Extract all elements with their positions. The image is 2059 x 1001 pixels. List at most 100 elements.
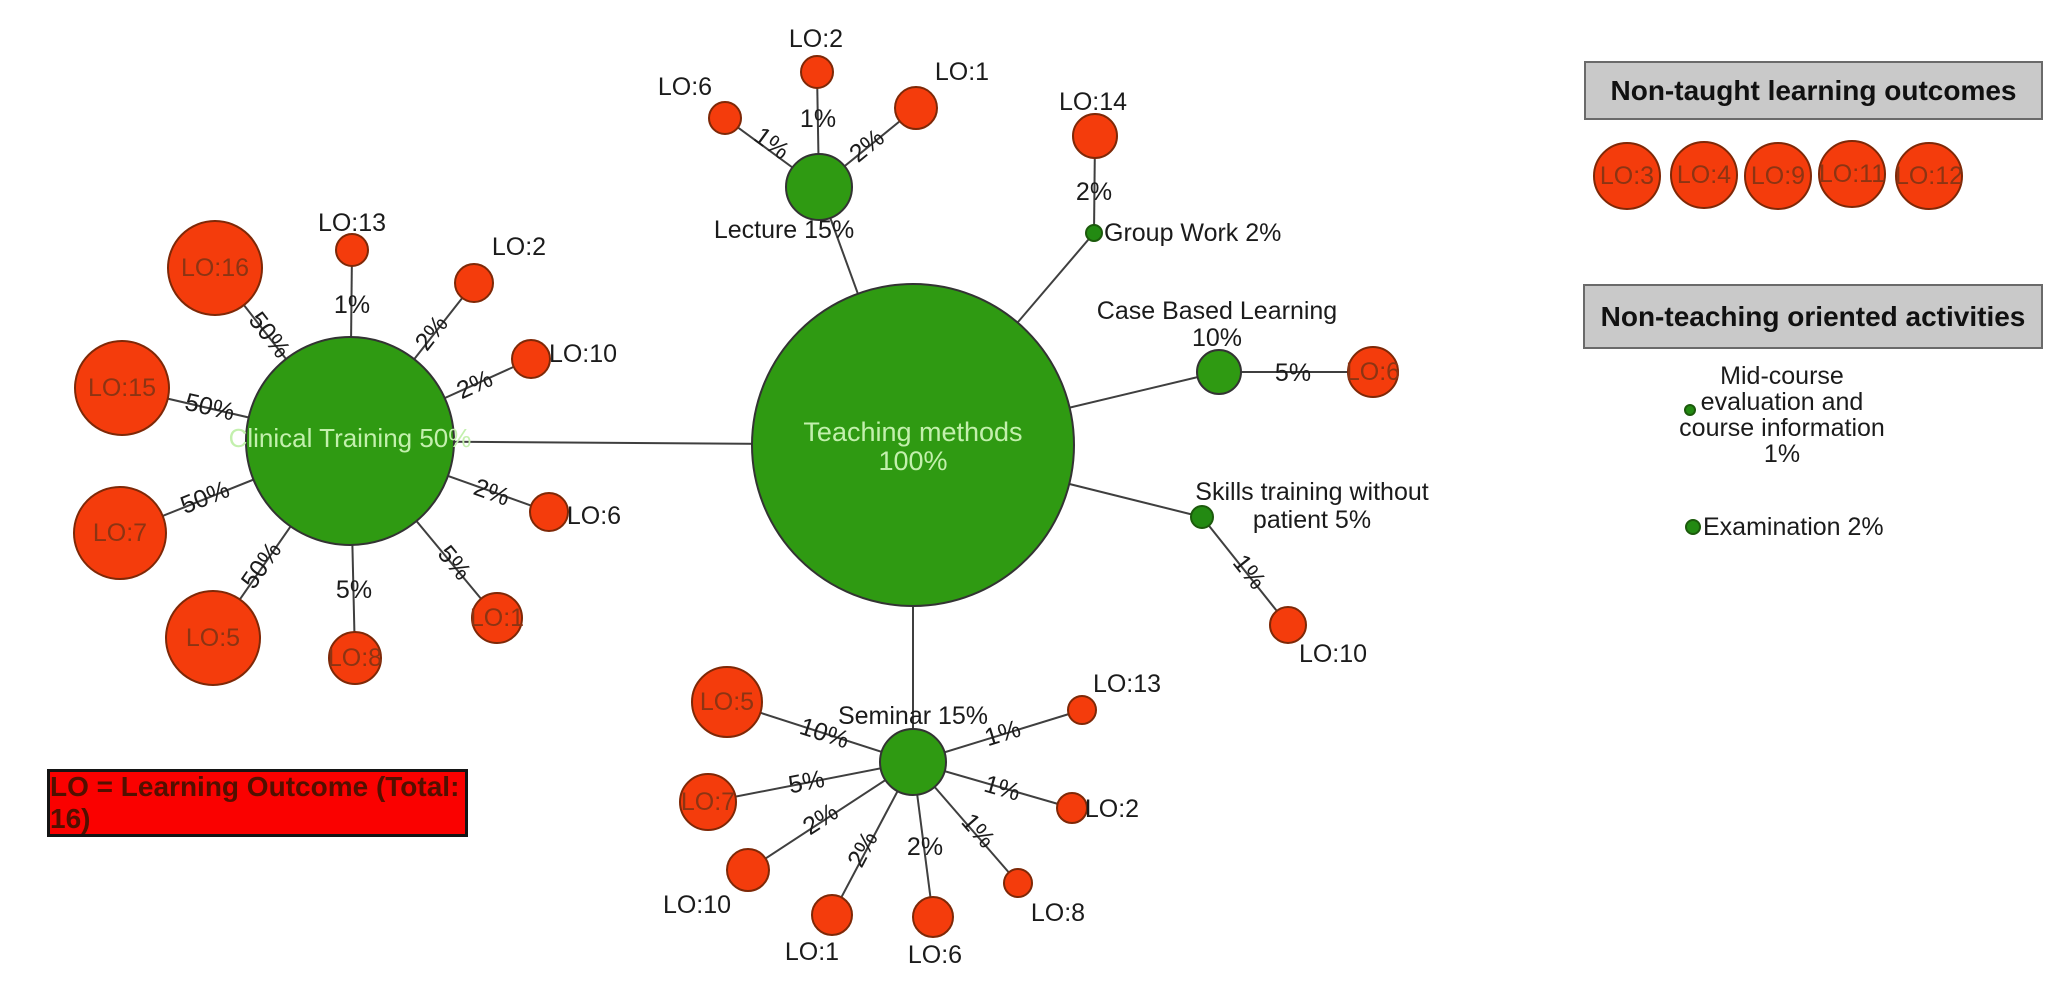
node-se6-label: LO:6 [908,941,962,969]
node-cb6-label: LO:6 [1346,358,1400,386]
edge-lecture-lc2-label: 1% [800,105,836,133]
node-nt9-label: LO:9 [1751,162,1805,190]
node-se8 [1003,868,1033,898]
node-nt12 [1895,142,1963,210]
node-ct2 [454,263,494,303]
edge-clinical-ct15-label: 50% [182,388,237,427]
edge-seminar-se6-label: 2% [907,833,943,861]
node-se6 [912,896,954,938]
node-gw14-label: LO:14 [1059,88,1127,116]
edge-seminar-se7-label: 5% [786,765,827,799]
edge-clinical-ct6-label: 2% [470,473,513,512]
node-se2 [1056,792,1088,824]
node-ct15 [74,340,170,436]
node-lc6 [708,101,742,135]
node-cbl-label: Case Based Learning 10% [1097,297,1337,352]
node-teaching [751,283,1075,607]
node-se13 [1067,695,1097,725]
node-ct15-label: LO:15 [88,374,156,402]
node-se1 [811,894,853,936]
node-ct10 [511,339,551,379]
node-ct13 [335,233,369,267]
non-taught-outcomes-header: Non-taught learning outcomes [1584,61,2043,120]
node-examdot-label: Examination 2% [1703,513,1884,541]
node-ct16-label: LO:16 [181,254,249,282]
node-skills-label: Skills training without patient 5% [1195,478,1428,534]
node-sk10 [1269,606,1307,644]
node-ct7-label: LO:7 [93,519,147,547]
node-se2-label: LO:2 [1085,795,1139,823]
edge-seminar-se10-label: 2% [798,798,844,841]
node-middot [1684,404,1696,416]
edge-seminar-se7 [707,761,914,803]
lo-legend-text: LO = Learning Outcome (Total: 16) [50,771,460,834]
node-clinical-label: Clinical Training 50% [229,423,472,453]
non-taught-outcomes-title: Non-taught learning outcomes [1610,74,2017,106]
non-teaching-activities-header: Non-teaching oriented activities [1583,284,2043,349]
node-ct2-label: LO:2 [492,233,546,261]
node-ct5 [165,590,261,686]
node-nt4 [1670,141,1738,209]
node-examdot [1685,519,1701,535]
edge-clinical-ct13-label: 1% [334,291,370,319]
edge-groupwork-gw14-label: 2% [1076,178,1112,206]
node-nt4-label: LO:4 [1677,161,1731,189]
node-groupwork [1085,224,1103,242]
node-middot-label: Mid-course evaluation and course informati… [1679,362,1885,468]
node-se5 [691,666,763,738]
node-lc1 [894,86,938,130]
node-se10 [726,848,770,892]
node-se7 [679,773,737,831]
node-ct10-label: LO:10 [549,340,617,368]
node-ct5-label: LO:5 [186,624,240,652]
edge-seminar-se8-label: 1% [956,808,1001,854]
node-se8-label: LO:8 [1031,899,1085,927]
edge-clinical-ct7-label: 50% [177,475,234,520]
edge-skills-sk10 [1201,516,1289,626]
lo-legend-box: LO = Learning Outcome (Total: 16) [47,769,468,837]
node-clinical [245,336,455,546]
node-ct16 [167,220,263,316]
edge-seminar-se2-label: 1% [981,770,1023,807]
edge-clinical-ct5-label: 50% [236,537,288,594]
node-ct8-label: LO:8 [328,644,382,672]
node-cbl [1196,349,1242,395]
node-nt3-label: LO:3 [1600,162,1654,190]
node-se7-label: LO:7 [681,788,735,816]
node-ct6-label: LO:6 [567,502,621,530]
node-ct1-label: LO:1 [470,604,524,632]
node-lc1-label: LO:1 [935,58,989,86]
node-lc2-label: LO:2 [789,25,843,53]
node-lc6-label: LO:6 [658,73,712,101]
node-se10-label: LO:10 [663,891,731,919]
node-nt11 [1818,140,1886,208]
node-se5-label: LO:5 [700,688,754,716]
node-ct8 [328,631,382,685]
node-nt12-label: LO:12 [1895,162,1963,190]
non-teaching-activities-title: Non-teaching oriented activities [1600,300,2026,332]
edge-clinical-ct8-label: 5% [336,576,372,604]
node-nt11-label: LO:11 [1819,160,1885,188]
edge-clinical-ct10-label: 2% [452,365,496,405]
node-lc2 [800,55,834,89]
node-seminar-label: Seminar 15% [838,702,988,730]
node-lecture [785,153,853,221]
node-nt3 [1593,142,1661,210]
node-ct1 [471,592,523,644]
node-ct7 [73,486,167,580]
node-groupwork-label: Group Work 2% [1104,219,1281,247]
node-teaching-label: Teaching methods 100% [803,417,1022,476]
edge-cbl-cb6-label: 5% [1275,359,1311,387]
node-seminar [879,728,947,796]
node-se13-label: LO:13 [1093,670,1161,698]
node-nt9 [1744,142,1812,210]
edge-lecture-lc6-label: 1% [749,122,795,166]
edge-seminar-se1-label: 2% [842,827,884,872]
node-cb6 [1347,346,1399,398]
node-lecture-label: Lecture 15% [714,216,854,244]
node-gw14 [1072,113,1118,159]
node-se1-label: LO:1 [785,938,839,966]
node-sk10-label: LO:10 [1299,640,1367,668]
